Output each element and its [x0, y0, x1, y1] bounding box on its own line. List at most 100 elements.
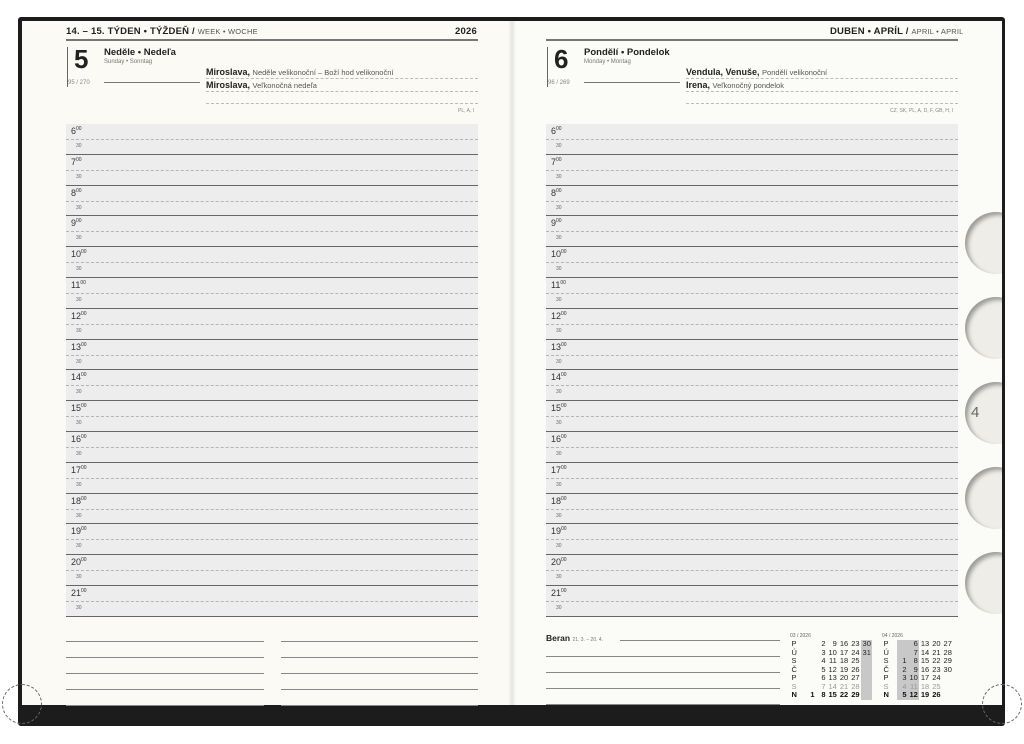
time-slot[interactable]: 1600 30 — [66, 432, 478, 463]
time-slot[interactable]: 800 30 — [66, 186, 478, 217]
hour-line — [66, 307, 478, 309]
day-bar — [547, 47, 548, 87]
note-line[interactable] — [281, 705, 478, 706]
time-slot[interactable]: 700 30 — [66, 155, 478, 186]
time-slot[interactable]: 1400 30 — [66, 370, 478, 402]
month-tab[interactable] — [965, 212, 1002, 274]
calendar-day: 13 — [828, 673, 837, 682]
month-tab-label — [965, 552, 1002, 574]
half-hour-line — [546, 539, 958, 541]
hour-line — [66, 615, 478, 617]
time-slot[interactable]: 900 30 — [66, 216, 478, 248]
minute-label: 30 — [76, 266, 82, 273]
hour-label: 700 — [551, 156, 562, 167]
time-slot[interactable]: 1700 30 — [66, 463, 478, 494]
note-line[interactable] — [546, 688, 780, 689]
mini-calendar-march: 03 / 2026 P 2 9 16 23 30 Ú 3 10 17 24 31 S 4 11 18 25 Č 5 12… — [790, 633, 873, 700]
month-tab[interactable]: 4 — [965, 382, 1002, 444]
time-slot[interactable]: 1300 30 — [66, 340, 478, 371]
month-tab[interactable] — [965, 297, 1002, 359]
time-slot[interactable]: 600 30 — [66, 124, 478, 155]
time-slot[interactable]: 1600 30 — [546, 432, 958, 463]
note-line[interactable] — [546, 704, 780, 705]
hour-line — [66, 430, 478, 432]
hour-line — [66, 461, 478, 463]
calendar-day: 15 — [920, 656, 930, 665]
time-slot[interactable]: 700 30 — [546, 155, 958, 186]
time-slot[interactable]: 2100 30 — [546, 586, 958, 617]
minute-label: 30 — [76, 297, 82, 303]
half-hour-line — [66, 416, 478, 418]
hour-label: 1100 — [551, 280, 566, 290]
calendar-day: 23 — [932, 664, 941, 674]
calendar-day: 18 — [920, 681, 930, 691]
holiday-countries: CZ, SK, PL, A, D, F, GB, H, I — [890, 108, 954, 114]
note-line[interactable] — [546, 656, 780, 657]
calendar-day: 5 — [821, 664, 826, 674]
weekday-label: P — [791, 639, 797, 648]
note-line[interactable] — [546, 672, 780, 673]
calendar-day: 21 — [932, 647, 941, 657]
note-line[interactable] — [66, 689, 264, 690]
calendar-day: 22 — [839, 690, 849, 699]
day-sub: Monday • Montag — [584, 59, 631, 65]
calendar-day: 30 — [861, 639, 873, 649]
dotted-line — [206, 103, 478, 104]
time-slot[interactable]: 1800 30 — [66, 494, 478, 525]
note-line[interactable] — [281, 641, 478, 642]
calendar-day: 14 — [920, 647, 930, 657]
calendar-day — [805, 657, 816, 666]
time-slot[interactable]: 1900 30 — [546, 524, 958, 556]
time-slot[interactable]: 800 30 — [546, 186, 958, 217]
note-line[interactable] — [281, 689, 478, 690]
hour-label: 1800 — [551, 495, 567, 506]
month-tab[interactable] — [965, 467, 1002, 529]
note-line[interactable] — [66, 705, 264, 706]
time-slot[interactable]: 1200 30 — [546, 309, 958, 340]
half-hour-line — [66, 508, 478, 510]
hour-line — [546, 554, 958, 556]
time-slot[interactable]: 1500 30 — [66, 401, 478, 432]
time-slot[interactable]: 1100 30 — [546, 278, 958, 309]
half-hour-line — [546, 293, 958, 294]
time-slot[interactable]: 1900 30 — [66, 524, 478, 556]
hour-line — [66, 400, 478, 402]
minute-label: 30 — [76, 481, 82, 488]
time-slot[interactable]: 1000 30 — [66, 247, 478, 278]
dotted-line — [686, 91, 958, 92]
calendar-day: 1 — [810, 690, 815, 699]
note-line[interactable] — [66, 657, 264, 658]
calendar-day — [861, 665, 873, 674]
time-slot[interactable]: 1300 30 — [546, 340, 958, 371]
calendar-day: 9 — [832, 639, 837, 648]
calendar-day: 19 — [920, 690, 930, 699]
minute-label: 30 — [556, 605, 562, 611]
note-line[interactable] — [66, 641, 264, 642]
weekday-label: P — [791, 673, 797, 682]
half-hour-line — [546, 508, 958, 510]
schedule-grid-right[interactable]: 600 30 700 30 800 30 900 30 1000 30 1100 30 1200 30 13… — [546, 124, 958, 617]
time-slot[interactable]: 2100 30 — [66, 586, 478, 617]
note-line[interactable] — [620, 640, 780, 641]
time-slot[interactable]: 1700 30 — [546, 463, 958, 494]
time-slot[interactable]: 600 30 — [546, 124, 958, 155]
time-slot[interactable]: 900 30 — [546, 216, 958, 248]
note-line[interactable] — [281, 673, 478, 674]
calendar-day: 11 — [829, 656, 837, 665]
time-slot[interactable]: 1200 30 — [66, 309, 478, 340]
time-slot[interactable]: 1500 30 — [546, 401, 958, 432]
note-line[interactable] — [66, 673, 264, 674]
time-slot[interactable]: 1000 30 — [546, 247, 958, 278]
note-line[interactable] — [281, 657, 478, 658]
time-slot[interactable]: 2000 30 — [66, 555, 478, 586]
dotted-line — [686, 103, 958, 104]
schedule-grid-left[interactable]: 600 30 700 30 800 30 900 30 1000 30 1100 30 1200 30 13… — [66, 124, 478, 617]
hour-line — [546, 369, 958, 371]
time-slot[interactable]: 1800 30 — [546, 494, 958, 525]
minute-label: 30 — [556, 297, 562, 303]
time-slot[interactable]: 2000 30 — [546, 555, 958, 586]
month-tab[interactable] — [965, 552, 1002, 614]
weekday-label: S — [883, 681, 889, 691]
time-slot[interactable]: 1400 30 — [546, 370, 958, 402]
time-slot[interactable]: 1100 30 — [66, 278, 478, 309]
